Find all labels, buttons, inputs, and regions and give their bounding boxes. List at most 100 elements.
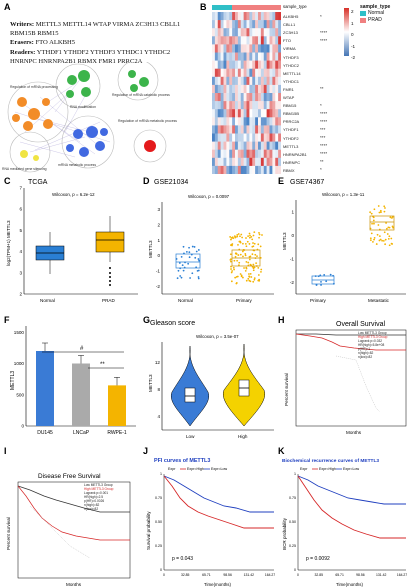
y-tick-label: 0 (21, 424, 24, 429)
erasers-genes: FTO ALKBH5 (35, 39, 76, 47)
scatter-point (248, 279, 251, 282)
heatmap-cell (263, 101, 267, 110)
gene-label: YTHDC2 (283, 62, 300, 68)
heatmap-cell (266, 60, 270, 69)
scatter-point (239, 241, 242, 244)
heatmap-cell (226, 133, 230, 142)
scatter-point (233, 268, 235, 271)
significance-stars: * (320, 13, 322, 19)
heatmap-cell (237, 12, 242, 21)
heatmap-cell (275, 68, 279, 78)
heatmap-cell (240, 133, 244, 142)
scatter-point (239, 235, 241, 238)
heatmap-cell (252, 68, 256, 78)
heatmap-cell (255, 28, 259, 37)
heatmap-cell (275, 117, 279, 126)
scatter-point (244, 252, 247, 255)
heatmap-cell (246, 28, 250, 37)
panel-f-chart: METTL3 0 500 1000 1500 # ** DU145 LNCaP RWPE-… (10, 326, 136, 436)
scatter-point (246, 240, 249, 243)
heatmap-cell (229, 157, 233, 167)
h-legend-high: High METTL3 Group (358, 335, 388, 339)
net-label-3: Regulation of mRNA catabolic process (112, 93, 170, 97)
heatmap-cell (246, 52, 250, 61)
heatmap-cell (269, 36, 273, 45)
heatmap-cell (217, 36, 221, 45)
heatmap-cell (235, 141, 239, 150)
gene-label: RBM15B (283, 111, 300, 117)
heatmap-cell (237, 44, 242, 53)
net-label-5: mRNA metabolic process (58, 163, 96, 167)
gene-label: YTHDF2 (283, 135, 299, 141)
heatmap-cell (232, 117, 236, 126)
heatmap-cell (246, 101, 250, 110)
chart-d-title: GSE21034 (154, 179, 188, 186)
scatter-point (248, 243, 251, 245)
heatmap-cell (240, 109, 244, 118)
heatmap-cell (275, 76, 279, 86)
scatter-point (182, 269, 185, 272)
scatter-point (259, 256, 262, 259)
i-stat-2: HR(high)=2.5 (84, 495, 103, 499)
scatter-point (373, 238, 375, 241)
panel-g-chart: Gleason score Wilcoxon, p = 3.5e-07 METT… (148, 320, 274, 439)
scatter-point (242, 255, 244, 258)
heatmap-cell (235, 101, 239, 110)
heatmap-cell (272, 44, 276, 53)
heatmap-cell (232, 165, 236, 174)
heatmap-cell (252, 84, 256, 94)
heatmap-cell (229, 84, 233, 94)
panel-b: sample_type ALKBH5 * CBLL1 ZC3H13 **** FTO ***… (0, 0, 410, 175)
heatmap-cell (226, 125, 230, 134)
heatmap-cell (243, 44, 247, 53)
heatmap-cell (226, 52, 230, 61)
heatmap-cell (255, 12, 259, 21)
scatter-point (257, 274, 260, 276)
chart-d-xcat-primary: Primary (236, 298, 253, 303)
panel-label-a: A (4, 2, 11, 12)
heatmap-cell (214, 165, 219, 174)
heatmap-cell (269, 101, 273, 110)
gene-label: METTL3 (283, 143, 299, 149)
heatmap-cell (269, 68, 273, 78)
heatmap-cell (263, 60, 267, 69)
panel-a: Writers: METTL3 METTL14 WTAP VIRMA ZC3H1… (0, 0, 200, 175)
chart-d-stat: Wilcoxon, p = 0.0097 (188, 194, 230, 199)
heatmap-cell (237, 36, 242, 45)
heatmap-cell (252, 141, 256, 150)
k-curve-low (297, 475, 406, 505)
heatmap-cell (212, 84, 216, 94)
heatmap-cell (260, 109, 265, 118)
heatmap-cell (240, 141, 244, 150)
heatmap-cell (212, 68, 216, 78)
heatmap-cell (278, 157, 281, 167)
scatter-point (244, 254, 247, 257)
heatmap-cell (240, 157, 244, 167)
heatmap-cell (214, 68, 219, 78)
heatmap-cell (243, 125, 247, 134)
chart-e-xcat-metastatic: Metastatic (368, 298, 390, 303)
scatter-point (241, 236, 244, 239)
scatter-point (238, 240, 241, 243)
heatmap-cell (263, 76, 267, 86)
heatmap-cell (232, 44, 236, 53)
gene-label: CBLL1 (283, 22, 296, 28)
heatmap-cell (249, 125, 253, 134)
scatter-point (373, 208, 376, 211)
heatmap-cell (249, 20, 253, 29)
scatter-point (261, 234, 263, 236)
heatmap-cell (235, 125, 239, 134)
x-tick-label: 65.71 (335, 573, 344, 577)
scatter-point (381, 239, 384, 242)
scatter-point (383, 210, 386, 213)
heatmap-cell (246, 109, 250, 118)
scatter-point (388, 226, 391, 229)
heatmap-cell (243, 117, 247, 126)
scatter-point (248, 255, 251, 258)
heatmap-cell (266, 20, 270, 29)
heatmap-cell (275, 93, 279, 102)
y-tick-label: 0 (294, 568, 296, 572)
scatter-point (252, 263, 255, 266)
annotation-hash: # (80, 346, 84, 352)
heatmap-cell (263, 36, 267, 45)
